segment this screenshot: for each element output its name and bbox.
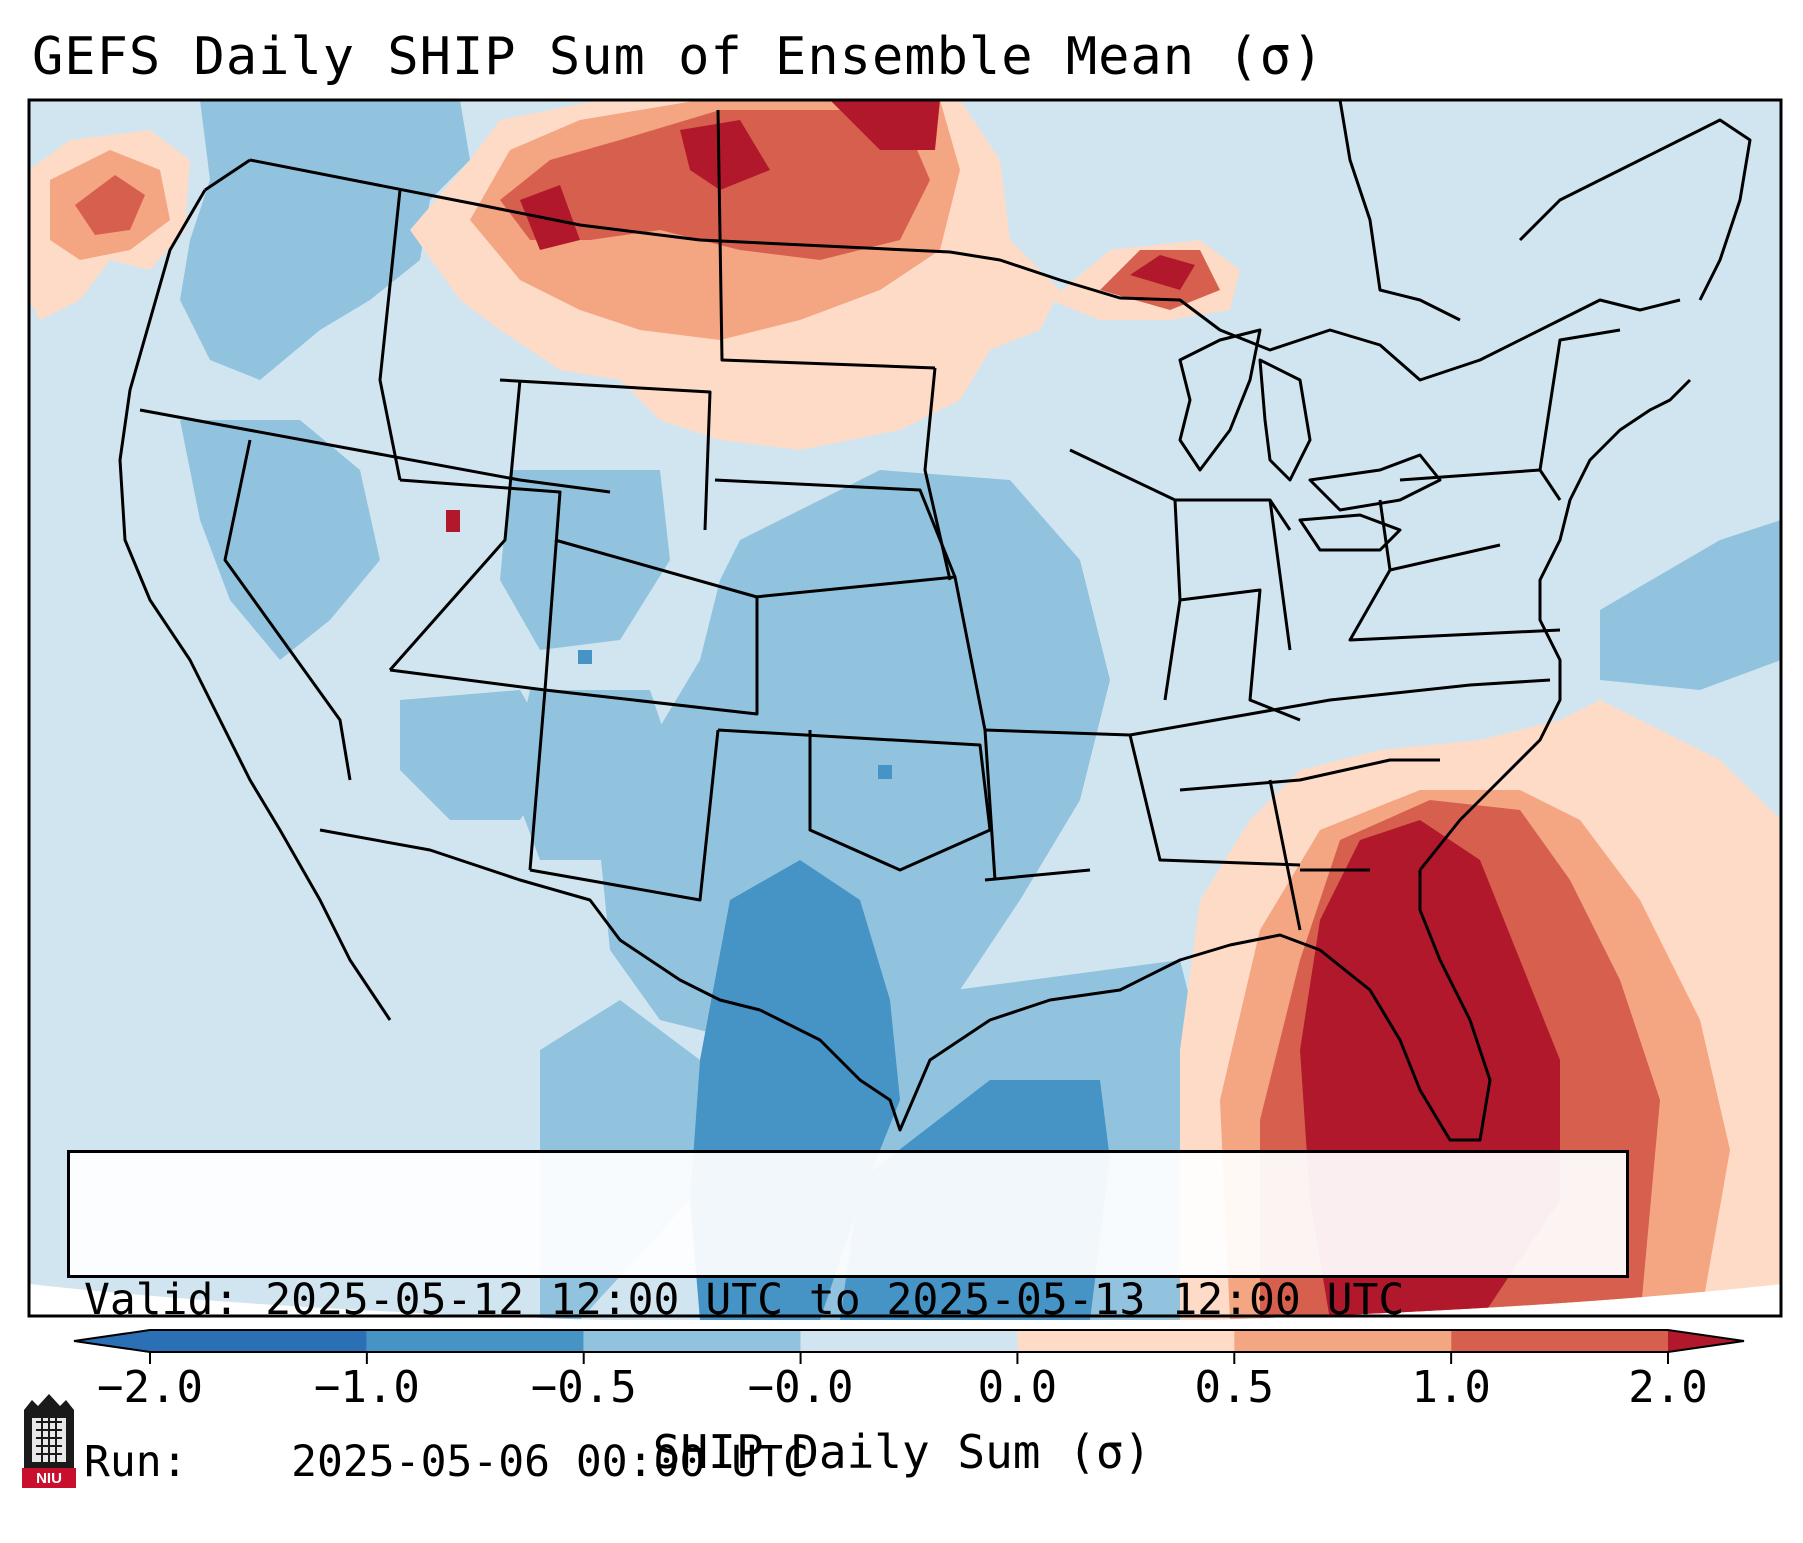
colorbar-tick-label: −2.0 bbox=[97, 1362, 203, 1413]
colorbar-segment bbox=[583, 1330, 801, 1352]
colorbar-tick-label: 1.0 bbox=[1411, 1362, 1491, 1413]
colorbar-title: SHIP Daily Sum (σ) bbox=[652, 1425, 1152, 1479]
map-frame bbox=[27, 98, 1783, 1318]
info-box: Valid: 2025-05-12 12:00 UTC to 2025-05-1… bbox=[67, 1150, 1629, 1487]
colorbar-segment bbox=[800, 1330, 1018, 1352]
colorbar-tick-label: 2.0 bbox=[1628, 1362, 1708, 1413]
colorbar-extend-high bbox=[1668, 1330, 1744, 1352]
colorbar bbox=[73, 1329, 1745, 1364]
run-value: 2025-05-06 00:00 UTC bbox=[291, 1437, 809, 1487]
colorbar-tick-label: 0.0 bbox=[977, 1362, 1058, 1413]
logo-text: NIU bbox=[36, 1470, 62, 1487]
colorbar-segment bbox=[1017, 1330, 1235, 1352]
map-title: GEFS Daily SHIP Sum of Ensemble Mean (σ) bbox=[32, 27, 1325, 87]
colorbar-tick-label: 0.5 bbox=[1194, 1362, 1275, 1413]
niu-logo: NIU bbox=[22, 1394, 76, 1488]
colorbar-segment bbox=[366, 1330, 584, 1352]
colorbar-tick-label: −0.0 bbox=[747, 1362, 854, 1413]
colorbar-segment bbox=[1451, 1330, 1668, 1352]
run-line: Run: 2025-05-06 00:00 UTC bbox=[84, 1435, 1626, 1489]
boundaries bbox=[118, 100, 1752, 1142]
valid-value: 2025-05-12 12:00 UTC to 2025-05-13 12:00… bbox=[265, 1275, 1405, 1325]
colorbar-segment bbox=[150, 1330, 367, 1352]
valid-line: Valid: 2025-05-12 12:00 UTC to 2025-05-1… bbox=[84, 1273, 1626, 1327]
run-label: Run: bbox=[84, 1437, 188, 1487]
colorbar-tick-label: −0.5 bbox=[530, 1362, 637, 1413]
valid-label: Valid: bbox=[84, 1275, 240, 1325]
colorbar-segment bbox=[1234, 1330, 1452, 1352]
colorbar-extend-low bbox=[74, 1330, 150, 1352]
colorbar-tick-label: −1.0 bbox=[313, 1362, 420, 1413]
forecast-field bbox=[29, 100, 1781, 1320]
